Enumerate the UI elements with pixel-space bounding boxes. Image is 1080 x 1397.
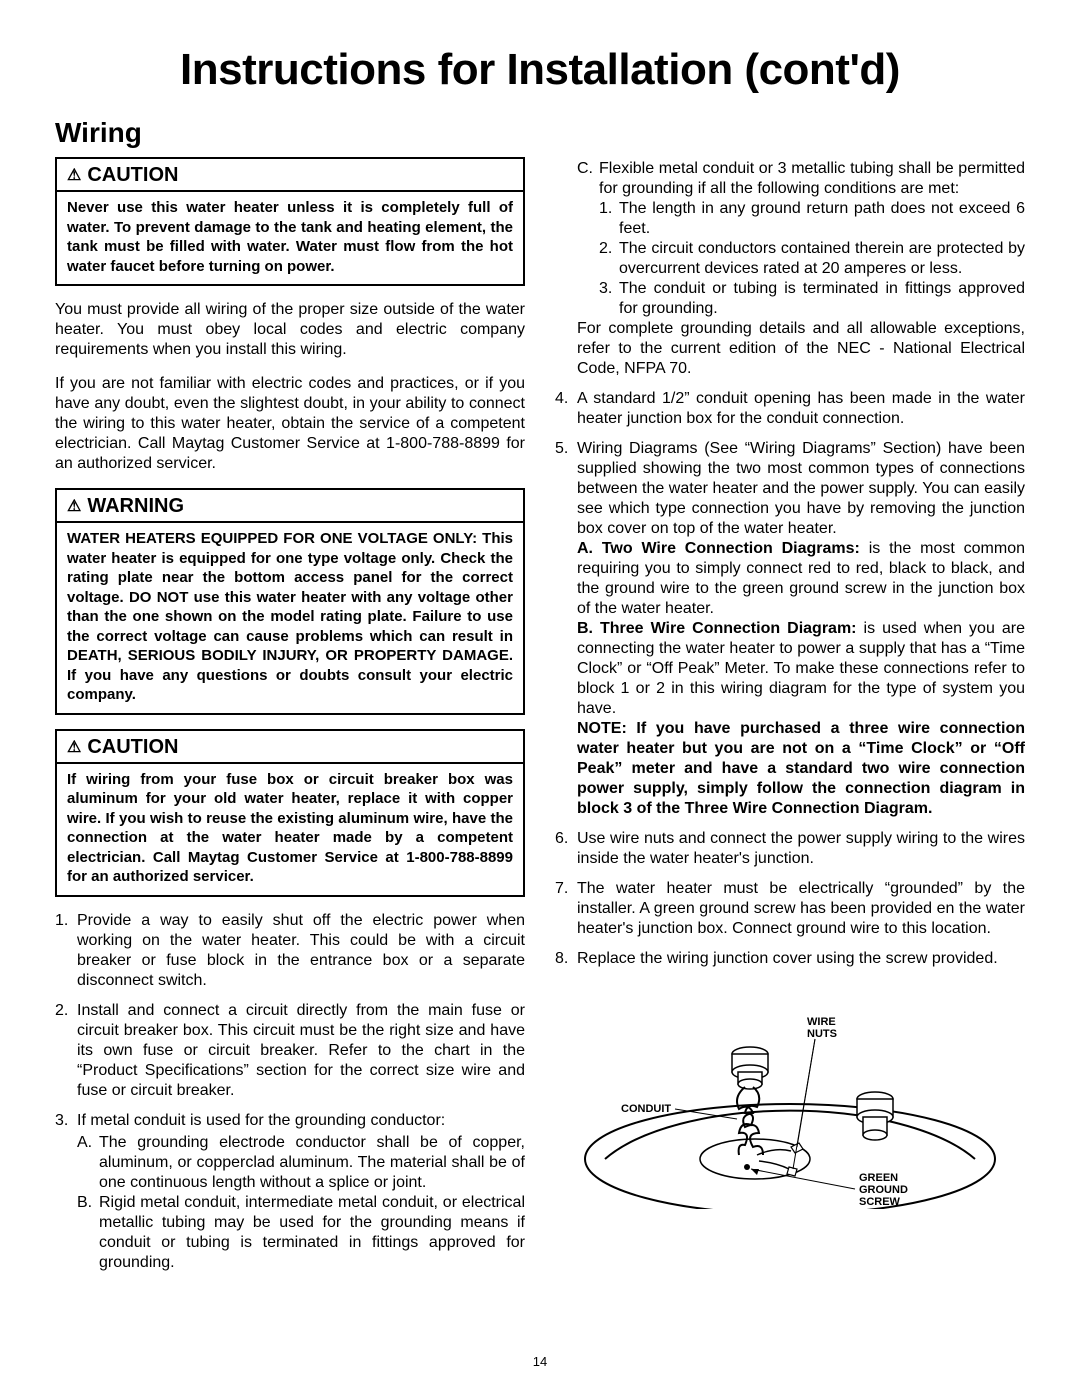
numbered-list-right: 4.A standard 1/2” conduit opening has be… xyxy=(555,389,1025,969)
step5-intro: Wiring Diagrams (See “Wiring Diagrams” S… xyxy=(577,440,1025,537)
left-column: ⚠ CAUTION Never use this water heater un… xyxy=(55,157,525,1283)
sublist-3: A.The grounding electrode conductor shal… xyxy=(77,1133,525,1273)
numbered-list-left: 1.Provide a way to easily shut off the e… xyxy=(55,911,525,1273)
step5a-head: A. Two Wire Connection Diagrams: xyxy=(577,540,860,557)
paragraph: You must provide all wiring of the prope… xyxy=(55,300,525,360)
warning-body: WATER HEATERS EQUIPPED FOR ONE VOLTAGE O… xyxy=(57,523,523,713)
step3c-outro: For complete grounding details and all a… xyxy=(555,319,1025,379)
list-item: 1.Provide a way to easily shut off the e… xyxy=(55,911,525,991)
two-column-layout: ⚠ CAUTION Never use this water heater un… xyxy=(55,157,1025,1283)
step3c-intro: Flexible metal conduit or 3 metallic tub… xyxy=(599,160,1025,197)
caution-body: Never use this water heater unless it is… xyxy=(57,192,523,284)
dia-label-green3: SCREW xyxy=(859,1196,901,1208)
dia-label-wire-nuts2: NUTS xyxy=(807,1028,837,1040)
caution-box-1: ⚠ CAUTION Never use this water heater un… xyxy=(55,157,525,286)
dia-label-conduit: CONDUIT xyxy=(621,1103,671,1115)
warning-icon: ⚠ xyxy=(67,740,81,756)
diagram-svg: WIRE NUTS CONDUIT GREEN GROUND SCREW xyxy=(575,979,1005,1209)
caution-box-2: ⚠ CAUTION If wiring from your fuse box o… xyxy=(55,729,525,897)
wiring-diagram: WIRE NUTS CONDUIT GREEN GROUND SCREW xyxy=(555,979,1025,1215)
list-item: 3. If metal conduit is used for the grou… xyxy=(55,1111,525,1273)
dia-label-green1: GREEN xyxy=(859,1172,898,1184)
list-item: 2.The circuit conductors contained there… xyxy=(599,239,1025,279)
section-title: Wiring xyxy=(55,117,1025,149)
warning-icon: ⚠ xyxy=(67,168,81,184)
list-item: 5. Wiring Diagrams (See “Wiring Diagrams… xyxy=(555,439,1025,819)
step5-note: NOTE: If you have purchased a three wire… xyxy=(577,720,1025,817)
page-number: 14 xyxy=(533,1354,547,1369)
list-item: A.The grounding electrode conductor shal… xyxy=(77,1133,525,1193)
list-item: 4.A standard 1/2” conduit opening has be… xyxy=(555,389,1025,429)
list-item: 8.Replace the wiring junction cover usin… xyxy=(555,949,1025,969)
step5b-head: B. Three Wire Connection Diagram: xyxy=(577,620,857,637)
warning-label: WARNING xyxy=(87,494,184,519)
caution-label: CAUTION xyxy=(87,163,178,188)
right-column: C. Flexible metal conduit or 3 metallic … xyxy=(555,157,1025,1283)
list-item: B.Rigid metal conduit, intermediate meta… xyxy=(77,1193,525,1273)
list-item: 2.Install and connect a circuit directly… xyxy=(55,1001,525,1101)
dia-label-wire-nuts: WIRE xyxy=(807,1016,836,1028)
caution-label: CAUTION xyxy=(87,735,178,760)
list-item: C. Flexible metal conduit or 3 metallic … xyxy=(577,159,1025,319)
page-title: Instructions for Installation (cont'd) xyxy=(55,45,1025,95)
list-item: 3.The conduit or tubing is terminated in… xyxy=(599,279,1025,319)
list-item: 7.The water heater must be electrically … xyxy=(555,879,1025,939)
warning-box: ⚠ WARNING WATER HEATERS EQUIPPED FOR ONE… xyxy=(55,488,525,715)
list-item: 1.The length in any ground return path d… xyxy=(599,199,1025,239)
dia-label-green2: GROUND xyxy=(859,1184,908,1196)
subnum-3c: 1.The length in any ground return path d… xyxy=(599,199,1025,319)
list-item: 6.Use wire nuts and connect the power su… xyxy=(555,829,1025,869)
sublist-3-cont: C. Flexible metal conduit or 3 metallic … xyxy=(555,159,1025,319)
paragraph: If you are not familiar with electric co… xyxy=(55,374,525,474)
step3-intro: If metal conduit is used for the groundi… xyxy=(77,1112,445,1129)
caution-body: If wiring from your fuse box or circuit … xyxy=(57,764,523,895)
warning-icon: ⚠ xyxy=(67,499,81,515)
